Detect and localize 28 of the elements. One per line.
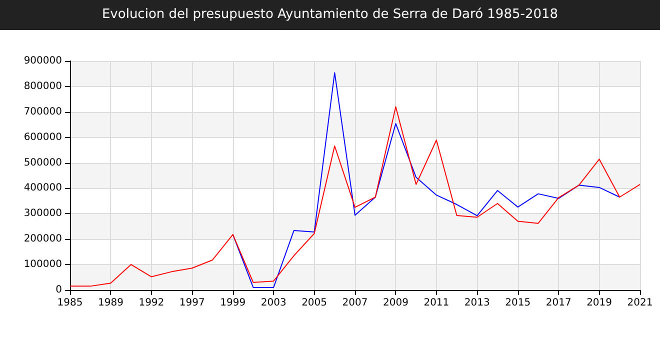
y-tick-label: 100000 [24,259,62,270]
x-tick-label: 1992 [138,298,164,308]
x-tick-label: 1989 [98,298,124,308]
y-tick-label: 500000 [24,157,62,168]
y-tick-label: 0 [56,284,62,296]
x-tick-label: 2011 [424,298,450,308]
x-tick-label: 2019 [586,298,612,308]
line-series [70,106,640,287]
x-tick-label: 2003 [260,298,286,308]
y-tick-label: 800000 [24,80,62,92]
y-tick-label: 900000 [24,56,62,66]
y-tick-label: 700000 [24,106,62,118]
x-tick-label: 1985 [57,298,83,308]
y-tick-label: 600000 [24,132,62,143]
x-tick-label: 2013 [464,298,490,308]
chart-title: Evolucion del presupuesto Ayuntamiento de Serra de Daró 1985-2018 [0,0,660,30]
x-tick-label: 2007 [342,298,368,308]
x-tick-label: 2017 [546,298,572,308]
x-tick-label: 1999 [220,298,246,308]
y-tick-label: 200000 [24,234,62,245]
x-tick-label: 2005 [302,298,328,308]
x-tick-label: 2009 [382,298,408,308]
x-tick-label: 2015 [505,298,531,308]
y-tick-label: 400000 [24,182,62,194]
x-tick-label: 2021 [627,298,653,308]
x-tick-label: 1997 [179,298,205,308]
y-tick-label: 300000 [24,208,62,220]
line-series [232,72,620,288]
